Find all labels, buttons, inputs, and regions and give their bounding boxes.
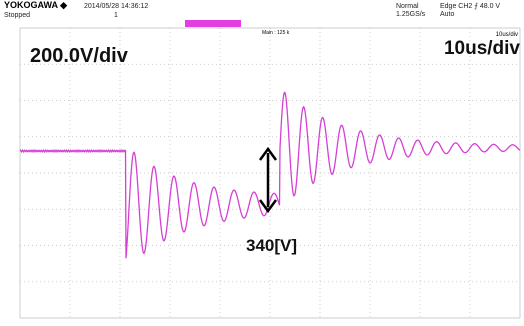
time-per-div: 10us/div <box>444 38 520 59</box>
count: 1 <box>114 12 118 19</box>
position-bar <box>185 20 241 27</box>
trigger: Edge CH2 ⨍ 48.0 V <box>440 2 500 10</box>
main-label: Main : 125 k <box>262 30 290 36</box>
status: Stopped <box>4 12 30 19</box>
volts-per-div: 200.0V/div <box>30 45 129 67</box>
mode: Normal <box>396 3 419 10</box>
trigger-mode: Auto <box>440 11 455 18</box>
sample-rate: 1.25GS/s <box>396 11 426 18</box>
timestamp: 2014/05/28 14:36:12 <box>84 3 148 10</box>
scope-screen: YOKOGAWA ◆ Stopped 2014/05/28 14:36:12 1… <box>0 0 524 326</box>
step-label: 340[V] <box>246 236 297 255</box>
brand: YOKOGAWA ◆ <box>4 0 68 10</box>
